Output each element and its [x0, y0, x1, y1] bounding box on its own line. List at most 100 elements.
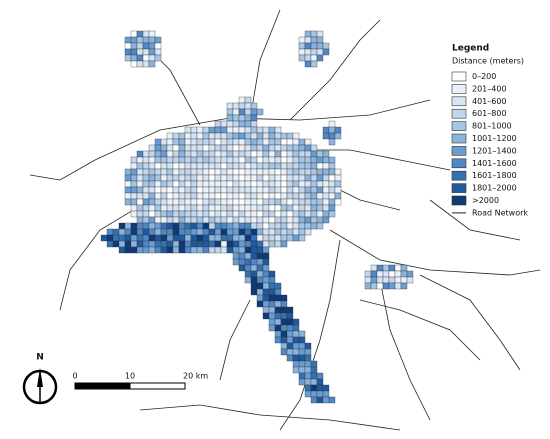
road: [300, 149, 451, 171]
district: [310, 384, 318, 392]
district: [322, 174, 330, 182]
district: [286, 330, 294, 338]
district: [166, 234, 174, 242]
district: [268, 192, 276, 200]
legend-label: 401–600: [472, 97, 507, 106]
district: [328, 192, 336, 200]
district: [274, 198, 282, 206]
district: [310, 366, 318, 374]
district: [316, 186, 324, 194]
district: [184, 132, 192, 140]
district: [214, 198, 222, 206]
district: [280, 318, 288, 326]
district: [280, 144, 288, 152]
district: [148, 30, 156, 38]
district: [274, 192, 282, 200]
district: [292, 138, 300, 146]
district: [310, 36, 318, 44]
district: [310, 54, 318, 62]
district: [184, 150, 192, 158]
district: [334, 168, 342, 176]
district: [298, 138, 306, 146]
district: [250, 234, 258, 242]
district: [208, 162, 216, 170]
district: [238, 162, 246, 170]
district: [268, 144, 276, 152]
district: [310, 48, 318, 56]
district: [298, 378, 306, 386]
district: [136, 60, 144, 68]
district: [190, 156, 198, 164]
district: [298, 372, 306, 380]
district: [262, 162, 270, 170]
district: [232, 156, 240, 164]
district: [232, 186, 240, 194]
district: [172, 156, 180, 164]
district: [316, 180, 324, 188]
district: [154, 144, 162, 152]
district: [244, 126, 252, 134]
district: [322, 132, 330, 140]
district: [280, 132, 288, 140]
district: [280, 330, 288, 338]
district: [310, 180, 318, 188]
district: [190, 240, 198, 248]
district: [154, 180, 162, 188]
district: [172, 168, 180, 176]
district: [130, 162, 138, 170]
district: [292, 336, 300, 344]
district: [172, 180, 180, 188]
district: [196, 150, 204, 158]
district: [250, 150, 258, 158]
district: [256, 222, 264, 230]
district: [184, 186, 192, 194]
district: [244, 168, 252, 176]
road: [219, 299, 251, 381]
district: [280, 168, 288, 176]
district: [376, 282, 384, 290]
district: [226, 228, 234, 236]
district: [310, 162, 318, 170]
district: [148, 204, 156, 212]
district: [298, 168, 306, 176]
district: [262, 156, 270, 164]
district: [196, 138, 204, 146]
district: [238, 108, 246, 116]
district: [184, 204, 192, 212]
district: [238, 102, 246, 110]
district: [208, 204, 216, 212]
district: [370, 282, 378, 290]
district: [244, 108, 252, 116]
district: [226, 186, 234, 194]
district: [328, 198, 336, 206]
district: [292, 330, 300, 338]
district: [310, 192, 318, 200]
district: [118, 222, 126, 230]
district: [196, 204, 204, 212]
district: [160, 180, 168, 188]
district: [298, 186, 306, 194]
district: [268, 186, 276, 194]
district: [280, 186, 288, 194]
district: [304, 354, 312, 362]
district: [268, 126, 276, 134]
district: [274, 240, 282, 248]
road: [329, 229, 541, 276]
district: [292, 150, 300, 158]
district: [310, 204, 318, 212]
district: [286, 132, 294, 140]
district: [256, 252, 264, 260]
district: [328, 168, 336, 176]
district: [304, 138, 312, 146]
district: [142, 180, 150, 188]
district: [328, 186, 336, 194]
district: [142, 186, 150, 194]
district: [160, 204, 168, 212]
district: [304, 168, 312, 176]
district: [190, 222, 198, 230]
district: [178, 168, 186, 176]
district: [142, 48, 150, 56]
district: [244, 114, 252, 122]
district: [244, 246, 252, 254]
district: [298, 48, 306, 56]
